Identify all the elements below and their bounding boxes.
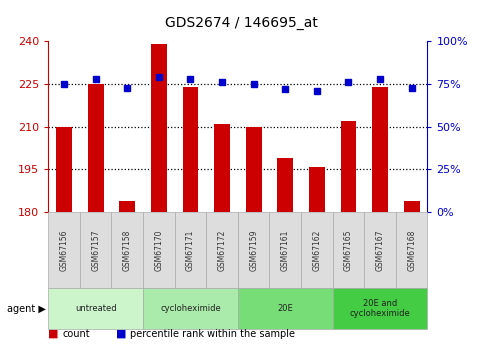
Bar (372, 87, 388, 212)
Text: GSM67171: GSM67171 (186, 229, 195, 271)
Text: cycloheximide: cycloheximide (160, 304, 221, 313)
Text: untreated: untreated (75, 304, 116, 313)
Text: agent ▶: agent ▶ (7, 304, 46, 314)
Text: ■: ■ (116, 329, 127, 339)
Bar (277, 158, 293, 212)
Text: count: count (63, 329, 90, 339)
Text: GSM67172: GSM67172 (217, 229, 227, 271)
Bar (309, 167, 325, 212)
Text: 20E and
cycloheximide: 20E and cycloheximide (350, 299, 411, 318)
Bar (88, 84, 103, 212)
Text: percentile rank within the sample: percentile rank within the sample (130, 329, 296, 339)
Bar (183, 87, 199, 212)
Text: GSM67170: GSM67170 (155, 229, 163, 271)
Text: GDS2674 / 146695_at: GDS2674 / 146695_at (165, 16, 318, 30)
Bar (341, 121, 356, 212)
Text: 20E: 20E (277, 304, 293, 313)
Text: GSM67156: GSM67156 (59, 229, 69, 271)
Bar (151, 44, 167, 212)
Text: GSM67167: GSM67167 (376, 229, 384, 271)
Text: GSM67158: GSM67158 (123, 229, 132, 271)
Text: GSM67157: GSM67157 (91, 229, 100, 271)
Text: GSM67159: GSM67159 (249, 229, 258, 271)
Text: ■: ■ (48, 329, 59, 339)
Bar (119, 201, 135, 212)
Bar (246, 127, 262, 212)
Text: GSM67161: GSM67161 (281, 229, 290, 271)
Bar (404, 201, 420, 212)
Text: GSM67162: GSM67162 (313, 229, 321, 271)
Text: GSM67168: GSM67168 (407, 229, 416, 271)
Bar (214, 124, 230, 212)
Bar (56, 127, 72, 212)
Text: GSM67165: GSM67165 (344, 229, 353, 271)
